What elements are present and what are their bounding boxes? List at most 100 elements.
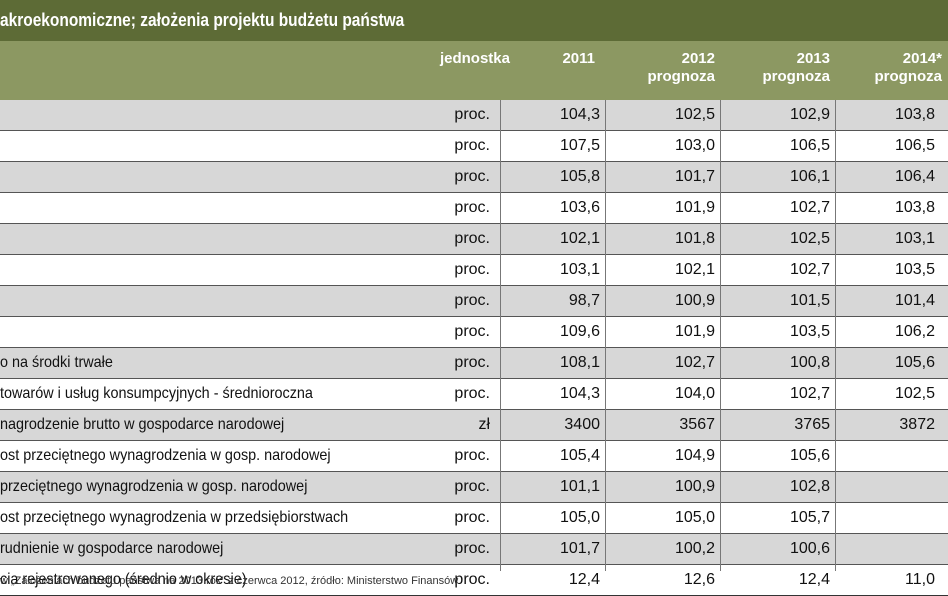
value-2014: 103,5 <box>894 261 935 278</box>
value-2013: 3765 <box>794 416 830 433</box>
row-unit: proc. <box>454 292 490 309</box>
value-2013: 101,5 <box>789 292 830 309</box>
row-label: towarów i usług konsumpcyjnych - średnio… <box>0 385 313 402</box>
value-2012: 100,9 <box>674 292 715 309</box>
column-header-2012: 2012 prognoza <box>605 50 716 86</box>
value-2011: 12,4 <box>568 571 600 588</box>
value-2014 <box>830 472 935 502</box>
column-header-2011-label: 2011 <box>562 50 595 67</box>
table-row: cia rejestrowanego (średnio w okresie) p… <box>0 565 948 596</box>
column-header-unit: jednostka <box>400 50 510 68</box>
column-header-2011: 2011 <box>500 50 595 68</box>
value-2013: 102,7 <box>789 385 830 402</box>
value-2013: 106,1 <box>789 168 830 185</box>
value-2013: 102,8 <box>789 478 830 495</box>
value-2013: 102,9 <box>789 106 830 123</box>
value-2014: 101,4 <box>894 292 935 309</box>
column-header-unit-label: jednostka <box>439 50 510 67</box>
value-2013: 12,4 <box>798 571 830 588</box>
value-2012: 101,9 <box>674 323 715 340</box>
value-2014: 103,1 <box>894 230 935 247</box>
value-2011: 105,0 <box>559 509 600 526</box>
row-unit: zł <box>478 416 490 433</box>
table-row: o na środki trwałe proc. 108,1 102,7 100… <box>0 348 948 379</box>
value-2013: 106,5 <box>789 137 830 154</box>
value-2014 <box>830 441 935 471</box>
row-unit: proc. <box>454 168 490 185</box>
value-2014 <box>830 534 935 564</box>
table-row: towarów i usług konsumpcyjnych - średnio… <box>0 379 948 410</box>
row-label <box>0 255 440 285</box>
table-row: proc. 109,6 101,9 103,5 106,2 <box>0 317 948 348</box>
row-unit: proc. <box>454 199 490 216</box>
row-unit: proc. <box>454 106 490 123</box>
row-unit: proc. <box>454 540 490 557</box>
value-2012: 3567 <box>679 416 715 433</box>
column-header-2013-year: 2013 <box>796 50 830 67</box>
row-label <box>0 193 440 223</box>
row-label: przeciętnego wynagrodzenia w gosp. narod… <box>0 478 308 495</box>
row-label <box>0 162 440 192</box>
column-header-row: jednostka 2011 2012 prognoza 2013 progno… <box>0 41 948 101</box>
table-row: rudnienie w gospodarce narodowej proc. 1… <box>0 534 948 565</box>
row-unit: proc. <box>454 447 490 464</box>
value-2014: 103,8 <box>894 106 935 123</box>
value-2012: 101,7 <box>674 168 715 185</box>
value-2011: 101,1 <box>559 478 600 495</box>
table-title: akroekonomiczne; założenia projektu budż… <box>0 10 405 30</box>
table-title-bar: akroekonomiczne; założenia projektu budż… <box>0 0 948 41</box>
column-divider <box>605 100 606 571</box>
value-2013: 103,5 <box>789 323 830 340</box>
value-2013: 105,6 <box>789 447 830 464</box>
value-2012: 104,0 <box>674 385 715 402</box>
row-unit: proc. <box>454 354 490 371</box>
column-header-2014-sub: prognoza <box>874 68 943 85</box>
value-2012: 102,7 <box>674 354 715 371</box>
value-2011: 104,3 <box>559 385 600 402</box>
row-label: cia rejestrowanego (średnio w okresie) <box>0 571 247 588</box>
table-row: proc. 98,7 100,9 101,5 101,4 <box>0 286 948 317</box>
value-2014: 106,2 <box>894 323 935 340</box>
value-2012: 100,9 <box>674 478 715 495</box>
table-row: ost przeciętnego wynagrodzenia w przedsi… <box>0 503 948 534</box>
value-2011: 103,1 <box>559 261 600 278</box>
value-2014: 106,4 <box>894 168 935 185</box>
table-row: proc. 104,3 102,5 102,9 103,8 <box>0 100 948 131</box>
column-header-2012-sub: prognoza <box>647 68 716 85</box>
row-label: rudnienie w gospodarce narodowej <box>0 540 224 557</box>
value-2013: 105,7 <box>789 509 830 526</box>
table-body: proc. 104,3 102,5 102,9 103,8 proc. 107,… <box>0 100 948 596</box>
value-2011: 105,4 <box>559 447 600 464</box>
value-2012: 12,6 <box>683 571 715 588</box>
value-2011: 109,6 <box>559 323 600 340</box>
table-row: proc. 102,1 101,8 102,5 103,1 <box>0 224 948 255</box>
table-row: proc. 105,8 101,7 106,1 106,4 <box>0 162 948 193</box>
value-2011: 105,8 <box>559 168 600 185</box>
value-2011: 3400 <box>564 416 600 433</box>
value-2011: 104,3 <box>559 106 600 123</box>
column-divider <box>835 100 836 571</box>
row-unit: proc. <box>454 478 490 495</box>
table-row: proc. 107,5 103,0 106,5 106,5 <box>0 131 948 162</box>
value-2012: 102,5 <box>674 106 715 123</box>
value-2012: 101,9 <box>674 199 715 216</box>
row-unit: proc. <box>454 571 490 588</box>
value-2011: 103,6 <box>559 199 600 216</box>
value-2011: 98,7 <box>568 292 600 309</box>
value-2012: 102,1 <box>674 261 715 278</box>
column-header-2012-year: 2012 <box>681 50 715 67</box>
row-label <box>0 131 440 161</box>
table-row: proc. 103,1 102,1 102,7 103,5 <box>0 255 948 286</box>
table-row: ost przeciętnego wynagrodzenia w gosp. n… <box>0 441 948 472</box>
value-2014: 106,5 <box>894 137 935 154</box>
row-unit: proc. <box>454 230 490 247</box>
row-unit: proc. <box>454 385 490 402</box>
value-2014 <box>830 503 935 533</box>
row-label: nagrodzenie brutto w gospodarce narodowe… <box>0 416 285 433</box>
table-row: przeciętnego wynagrodzenia w gosp. narod… <box>0 472 948 503</box>
value-2014: 11,0 <box>905 571 935 588</box>
column-header-2014-year: 2014* <box>902 50 942 67</box>
row-unit: proc. <box>454 323 490 340</box>
row-label: o na środki trwałe <box>0 354 113 371</box>
value-2012: 101,8 <box>674 230 715 247</box>
